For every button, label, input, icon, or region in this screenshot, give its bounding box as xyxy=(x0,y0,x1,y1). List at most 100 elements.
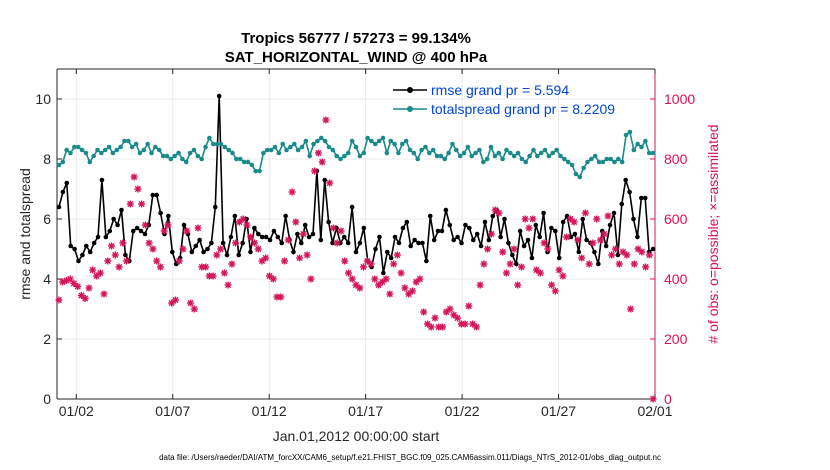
data-point xyxy=(326,219,331,225)
data-point xyxy=(592,249,597,255)
data-point xyxy=(365,135,370,141)
marker-stroke xyxy=(571,218,578,226)
series-0 xyxy=(56,93,656,276)
obs-marker xyxy=(427,323,435,331)
data-point xyxy=(149,150,154,156)
obs-marker xyxy=(533,266,540,274)
marker-stroke xyxy=(525,224,533,232)
obs-marker xyxy=(597,236,604,244)
data-point xyxy=(584,237,589,243)
obs-marker xyxy=(66,275,74,283)
data-point xyxy=(510,252,515,258)
marker-stroke xyxy=(183,227,190,235)
marker-stroke xyxy=(398,269,405,277)
data-point xyxy=(607,222,613,228)
obs-marker xyxy=(209,272,217,280)
data-point xyxy=(431,237,437,243)
data-point xyxy=(463,222,468,228)
obs-marker xyxy=(529,215,537,223)
obs-marker xyxy=(156,263,164,271)
data-point xyxy=(508,150,513,156)
obs-marker xyxy=(134,185,142,193)
data-point xyxy=(114,147,120,153)
data-point xyxy=(531,147,536,153)
obs-marker xyxy=(70,280,78,287)
data-point xyxy=(264,147,270,153)
data-point xyxy=(411,150,417,156)
data-point xyxy=(569,162,575,168)
obs-marker xyxy=(333,239,341,247)
obs-marker xyxy=(551,287,559,295)
marker-stroke xyxy=(330,224,337,232)
data-point xyxy=(253,168,258,174)
data-point xyxy=(68,150,73,156)
obs-marker xyxy=(104,257,112,265)
obs-marker xyxy=(254,245,262,253)
data-point xyxy=(527,153,532,159)
marker-stroke xyxy=(153,257,160,265)
data-point xyxy=(283,213,288,219)
obs-marker xyxy=(119,239,127,247)
data-point xyxy=(369,138,374,144)
obs-marker xyxy=(284,236,292,244)
marker-stroke xyxy=(371,275,378,283)
obs-marker xyxy=(217,245,225,253)
data-point xyxy=(451,237,457,243)
data-point xyxy=(232,213,238,219)
obs-marker xyxy=(318,158,326,166)
data-point xyxy=(160,153,166,159)
data-point xyxy=(341,234,347,240)
data-point xyxy=(404,219,410,225)
data-point xyxy=(189,249,195,255)
marker-stroke xyxy=(179,245,187,253)
data-point xyxy=(145,141,150,147)
obs-marker xyxy=(160,227,168,235)
data-point xyxy=(122,138,127,144)
data-point xyxy=(577,174,583,180)
obs-marker xyxy=(164,221,172,229)
marker-stroke xyxy=(228,260,235,268)
marker-stroke xyxy=(631,260,638,268)
data-point xyxy=(137,150,143,156)
obs-marker xyxy=(525,224,533,232)
series-2 xyxy=(55,116,657,403)
marker-stroke xyxy=(473,323,480,331)
data-point xyxy=(388,255,394,261)
data-point xyxy=(455,234,460,240)
data-point xyxy=(553,228,558,234)
data-point xyxy=(373,246,378,252)
legend-marker xyxy=(407,87,413,93)
marker-stroke xyxy=(334,239,341,247)
data-point xyxy=(541,210,546,216)
data-point xyxy=(639,195,644,201)
obs-marker xyxy=(630,260,638,268)
data-point xyxy=(306,234,312,240)
obs-marker xyxy=(251,239,258,247)
marker-stroke xyxy=(462,320,469,328)
data-point xyxy=(115,222,120,228)
legend-label: rmse grand pr = 5.594 xyxy=(431,82,569,98)
obs-marker xyxy=(480,260,488,268)
obs-marker xyxy=(540,239,548,247)
data-point xyxy=(130,228,136,234)
marker-stroke xyxy=(556,266,563,274)
data-point xyxy=(650,150,656,156)
obs-marker xyxy=(593,215,601,223)
marker-stroke xyxy=(420,308,427,316)
marker-stroke xyxy=(277,293,284,301)
data-point xyxy=(330,240,335,246)
marker-stroke xyxy=(78,292,85,299)
data-point xyxy=(361,225,367,231)
data-point xyxy=(380,135,386,141)
obs-marker xyxy=(281,257,288,265)
obs-marker xyxy=(600,230,608,238)
data-point xyxy=(580,216,585,222)
marker-stroke xyxy=(146,239,153,247)
marker-stroke xyxy=(518,263,525,271)
data-point xyxy=(280,141,285,147)
data-point xyxy=(450,141,455,147)
data-point xyxy=(64,180,70,186)
obs-marker xyxy=(356,284,364,292)
data-point xyxy=(275,234,281,240)
data-point xyxy=(396,240,402,246)
